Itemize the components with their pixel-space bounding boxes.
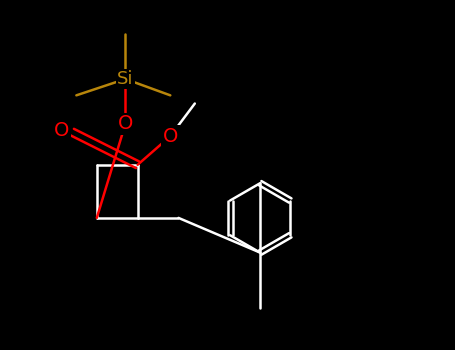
Text: O: O [162,127,178,146]
Text: O: O [54,120,70,140]
Text: Si: Si [117,70,134,88]
Text: O: O [118,114,133,133]
